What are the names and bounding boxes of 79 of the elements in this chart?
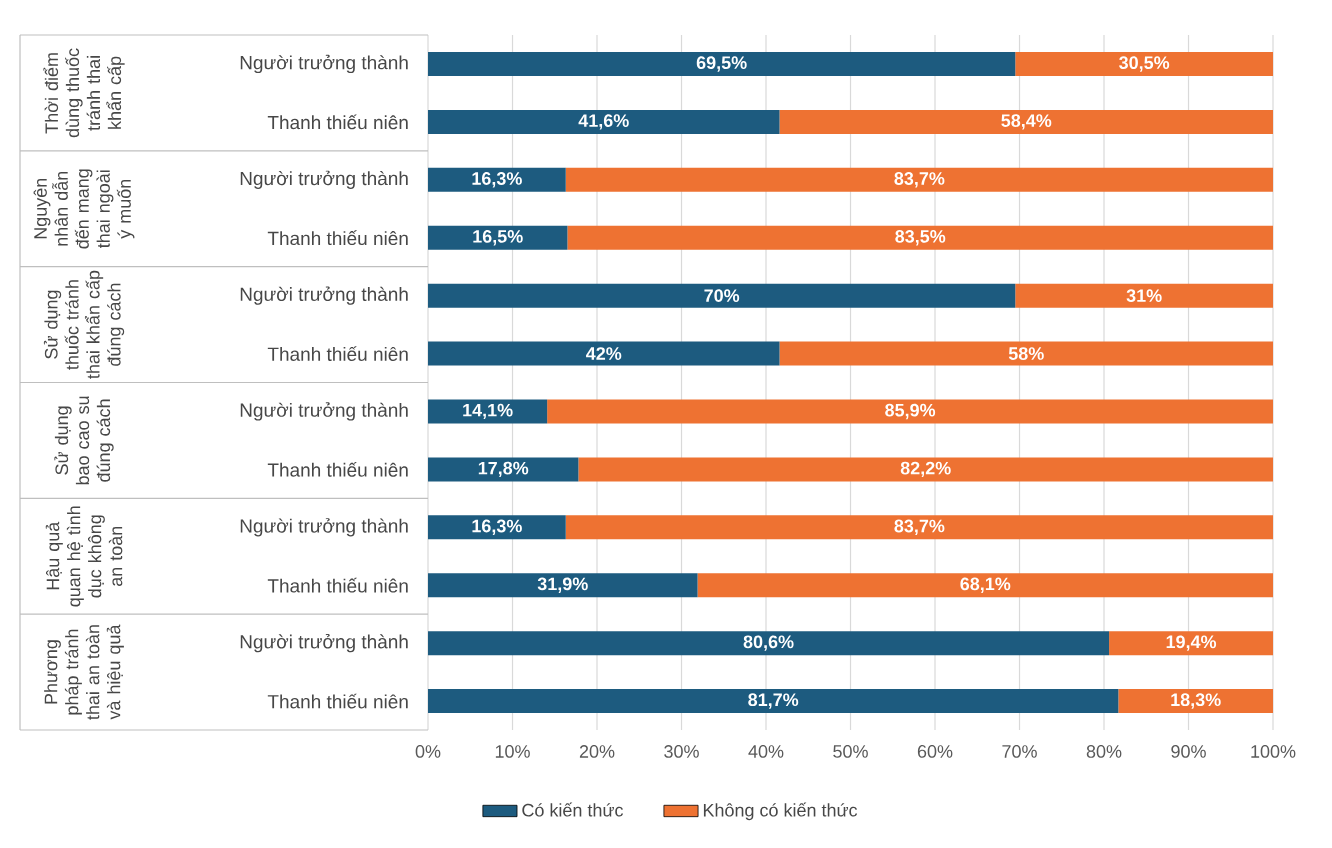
data-label: 30,5% [1119, 56, 1170, 72]
bar [547, 399, 1274, 424]
data-label: 83,7% [894, 172, 945, 188]
bar [428, 631, 1110, 656]
y-tick-label: Người trưởng thành [240, 54, 408, 74]
bar [565, 515, 1274, 540]
bar [428, 399, 548, 424]
legend-label: Không có kiến thức [703, 802, 858, 821]
data-label: 58% [1008, 347, 1044, 360]
data-label: 83,5% [895, 230, 946, 246]
x-tick-label: 90% [1171, 745, 1206, 758]
data-label: 58,4% [1001, 114, 1052, 130]
data-label: 70% [704, 289, 740, 302]
y-tick-label: Thanh thiếu niên [267, 577, 408, 593]
bar [1015, 51, 1274, 76]
bar [1109, 631, 1274, 656]
data-label: 81,7% [748, 693, 799, 709]
bar [428, 457, 579, 482]
data-label: 16,5% [473, 230, 523, 246]
x-tick-label: 20% [579, 745, 615, 758]
bar [428, 341, 780, 366]
data-label: 68,1% [960, 577, 1011, 593]
data-label: 16,3% [472, 519, 522, 535]
x-tick-label: 70% [1002, 745, 1037, 758]
data-label: 83,7% [894, 519, 945, 535]
x-tick-label: 30% [664, 745, 699, 758]
y-tick-label: Người trưởng thành [240, 518, 408, 537]
bar [567, 225, 1274, 250]
y-tick-label: Người trưởng thành [240, 170, 408, 189]
text: Nguyên nhân dẫn đến mang thai ngoài ý muốn [33, 169, 135, 249]
x-tick-label: 100% [1251, 745, 1296, 758]
bar [779, 341, 1274, 366]
text: Thời điểm dùng thuốc tránh thai khẩn cấp [43, 48, 125, 138]
y-tick-label: Thanh thiếu niên [267, 461, 408, 477]
bar [428, 689, 1119, 714]
data-label: 82,2% [900, 461, 951, 478]
bar [428, 109, 780, 134]
data-label: 85,9% [885, 403, 936, 420]
bar [428, 573, 698, 598]
bar [565, 167, 1274, 192]
bar [1118, 689, 1274, 714]
bar [428, 167, 566, 192]
data-label: 19,4% [1166, 635, 1217, 651]
x-tick-label: 40% [748, 745, 784, 758]
bar [428, 51, 1016, 76]
data-label: 80,6% [743, 635, 794, 651]
y-tick-label: Thanh thiếu niên [267, 346, 408, 361]
bar [1015, 283, 1274, 308]
x-tick-label: 50% [833, 745, 868, 758]
y-tick-label: Thanh thiếu niên [267, 230, 408, 246]
x-tick-label: 10% [495, 745, 530, 758]
data-label: 69,5% [696, 56, 747, 72]
y-tick-label: Người trưởng thành [240, 633, 408, 653]
data-label: 17,8% [478, 461, 529, 478]
y-tick-label: Người trưởng thành [240, 286, 408, 305]
bar [578, 457, 1274, 482]
bar [697, 573, 1274, 598]
data-label: 14,1% [463, 403, 513, 420]
y-tick-label: Thanh thiếu niên [267, 693, 408, 709]
bar [428, 283, 1016, 308]
bar [779, 109, 1274, 134]
x-tick-label: 0% [415, 745, 441, 758]
text: Hậu quả quan hệ tình dục không an toàn [45, 506, 123, 607]
bar [428, 515, 566, 540]
x-tick-label: 60% [917, 745, 953, 758]
data-label: 42% [586, 347, 622, 360]
bar [428, 225, 568, 250]
y-tick-label: Người trưởng thành [240, 402, 408, 421]
x-tick-label: 80% [1086, 745, 1122, 758]
legend-label: Có kiến thức [522, 802, 624, 817]
text: Sử dụng thuốc tránh thai khẩn cấp đúng cách [43, 270, 125, 379]
data-label: 18,3% [1171, 693, 1221, 709]
data-label: 31,9% [537, 577, 588, 593]
y-tick-label: Thanh thiếu niên [267, 114, 408, 130]
data-label: 41,6% [578, 114, 629, 130]
data-label: 16,3% [472, 172, 522, 188]
text: Phương pháp tránh thai an toàn và hiệu quả [44, 624, 124, 720]
text: Sử dụng bao cao su đúng cách [54, 396, 114, 485]
data-label: 31% [1126, 289, 1162, 302]
